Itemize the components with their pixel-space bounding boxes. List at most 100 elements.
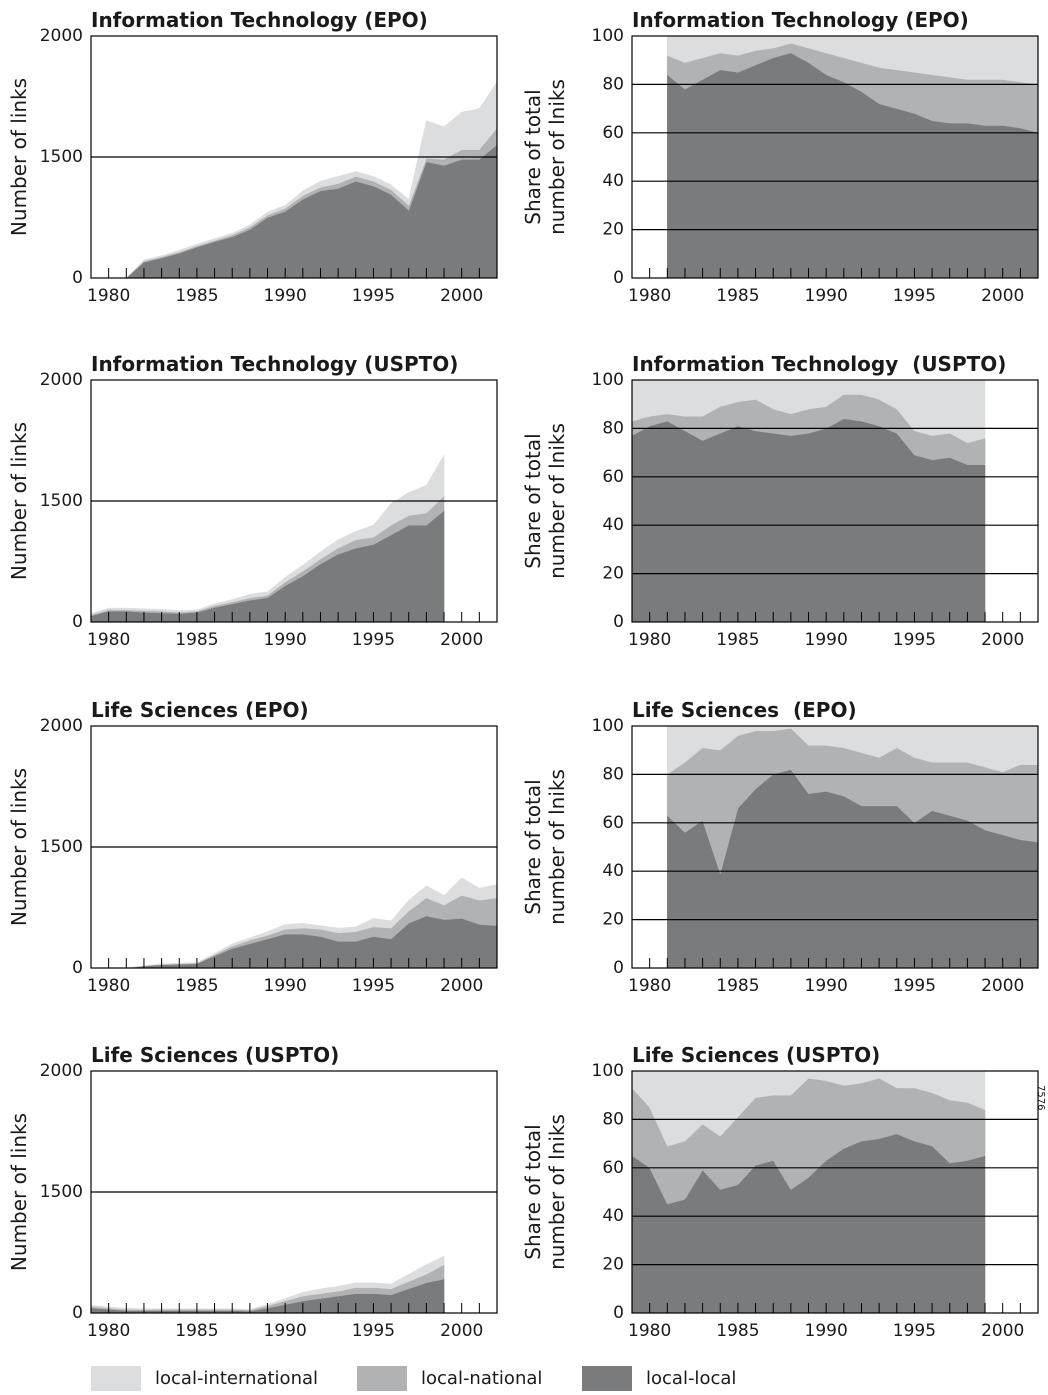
plot-frame [90,379,498,623]
chart-title: Information Technology (EPO) [632,8,969,32]
y-tick-label: 40 [602,861,624,881]
y-axis-label: number of lniks [545,1114,569,1270]
x-tick-label: 1980 [628,976,671,996]
x-tick-label: 1980 [87,1321,130,1341]
x-tick-label: 1980 [87,286,130,306]
y-axis-label: Number of links [7,422,31,580]
y-tick-label: 80 [602,418,624,438]
x-tick-label: 1995 [352,286,395,306]
plot-frame [631,379,1039,623]
x-tick-label: 1995 [893,286,936,306]
x-tick-label: 1985 [716,1321,759,1341]
x-tick-label: 2000 [440,976,483,996]
plot-frame [90,1070,498,1314]
x-tick-label: 1995 [893,630,936,650]
legend-label: local-local [646,1368,736,1389]
plot-frame [631,725,1039,969]
y-axis-label: number of lniks [545,423,569,579]
x-tick-label: 1990 [264,286,307,306]
x-tick-label: 1995 [893,1321,936,1341]
x-tick-label: 1980 [87,630,130,650]
y-tick-label: 1500 [40,837,83,857]
y-tick-label: 2000 [40,1061,83,1081]
x-tick-label: 1980 [628,630,671,650]
legend-swatch [357,1366,407,1391]
y-tick-label: 100 [592,370,624,390]
y-axis-label: Share of total [521,1124,545,1259]
x-tick-label: 2000 [440,1321,483,1341]
area [126,915,498,969]
y-axis-label: Number of links [7,1113,31,1271]
x-tick-label: 1980 [87,976,130,996]
x-tick-label: 1985 [175,1321,218,1341]
figure-number: 7576 [1035,1085,1046,1110]
y-axis-label: Number of links [7,78,31,236]
y-tick-label: 100 [592,1061,624,1081]
y-tick-label: 0 [613,268,624,288]
y-tick-label: 40 [602,171,624,191]
x-tick-label: 1985 [716,976,759,996]
y-tick-label: 0 [613,612,624,632]
x-tick-label: 1995 [352,976,395,996]
y-tick-label: 0 [72,1303,83,1323]
chart-title: Life Sciences (EPO) [632,698,857,722]
legend-label: local-international [155,1368,318,1389]
x-tick-label: 1990 [264,1321,307,1341]
x-tick-label: 1980 [628,1321,671,1341]
chart-title: Life Sciences (USPTO) [632,1043,880,1067]
y-tick-label: 0 [72,958,83,978]
x-tick-label: 2000 [981,1321,1024,1341]
legend-swatch [582,1366,632,1391]
y-tick-label: 0 [613,958,624,978]
y-tick-label: 20 [602,564,624,584]
y-tick-label: 20 [602,220,624,240]
legend-label: local-national [421,1368,542,1389]
x-tick-label: 2000 [981,630,1024,650]
chart-title: Information Technology (EPO) [91,8,428,32]
y-tick-label: 2000 [40,716,83,736]
y-tick-label: 20 [602,910,624,930]
area [90,454,445,616]
x-tick-label: 2000 [440,630,483,650]
x-tick-label: 1985 [716,630,759,650]
y-tick-label: 40 [602,1206,624,1226]
chart-title: Information Technology (USPTO) [632,352,1006,376]
x-tick-label: 1995 [893,976,936,996]
x-tick-label: 1985 [716,286,759,306]
y-tick-label: 0 [72,612,83,632]
plot-frame [631,1070,1039,1314]
plot-frame [90,725,498,969]
y-tick-label: 60 [602,467,624,487]
x-tick-label: 1985 [175,630,218,650]
x-tick-label: 1990 [264,630,307,650]
y-axis-label: Share of total [521,779,545,914]
x-tick-label: 1990 [805,976,848,996]
plot-frame [631,35,1039,279]
y-axis-label: Share of total [521,433,545,568]
legend-swatch [91,1366,141,1391]
x-tick-label: 1990 [264,976,307,996]
x-tick-label: 1995 [352,1321,395,1341]
x-tick-label: 1990 [805,286,848,306]
y-tick-label: 1500 [40,147,83,167]
y-tick-label: 2000 [40,370,83,390]
y-tick-label: 1500 [40,1182,83,1202]
y-tick-label: 0 [613,1303,624,1323]
y-axis-label: number of lniks [545,79,569,235]
x-tick-label: 1995 [352,630,395,650]
y-tick-label: 100 [592,26,624,46]
y-tick-label: 20 [602,1255,624,1275]
plot-frame [90,35,498,279]
y-tick-label: 40 [602,515,624,535]
x-tick-label: 1980 [628,286,671,306]
y-tick-label: 60 [602,123,624,143]
y-tick-label: 60 [602,1158,624,1178]
y-axis-label: Share of total [521,89,545,224]
x-tick-label: 1985 [175,976,218,996]
y-tick-label: 100 [592,716,624,736]
y-axis-label: Number of links [7,768,31,926]
x-tick-label: 1985 [175,286,218,306]
chart-title: Information Technology (USPTO) [91,352,458,376]
chart-title: Life Sciences (EPO) [91,698,309,722]
